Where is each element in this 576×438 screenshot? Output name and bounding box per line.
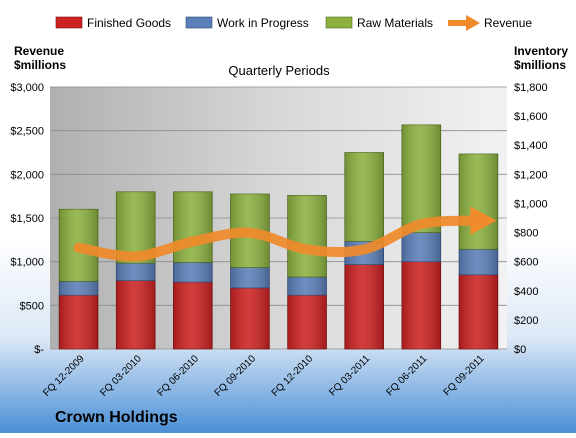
left-tick-label: $1,500	[10, 213, 44, 225]
bar-segment-shading	[344, 264, 384, 349]
bar-segment-shading	[173, 262, 213, 283]
bar-segment-shading	[116, 263, 156, 281]
right-tick-label: $1,000	[514, 198, 548, 210]
revenue-arrowhead	[470, 206, 497, 235]
left-tick-label: $-	[34, 344, 44, 356]
left-axis-label-line1: Revenue	[14, 44, 64, 58]
legend-swatch-finished-goods	[55, 16, 83, 29]
bars-layer	[58, 124, 499, 350]
legend-swatch-work-in-progress	[185, 16, 213, 29]
left-tick-label: $2,500	[10, 126, 44, 138]
bar-segment-shading	[344, 152, 384, 242]
right-tick-label: $1,400	[514, 140, 548, 152]
legend: Finished Goods Work in Progress Raw Mate…	[55, 15, 532, 31]
legend-label-work-in-progress: Work in Progress	[217, 16, 309, 30]
bar-segment-shading	[287, 276, 327, 296]
bar-segment-shading	[401, 261, 441, 349]
legend-swatch-raw-materials	[325, 16, 353, 29]
right-tick-label: $400	[514, 286, 538, 298]
bar-segment-shading	[173, 282, 213, 349]
bar-segment-shading	[459, 249, 498, 275]
bar-segment-shading	[230, 267, 270, 288]
left-tick-label: $1,000	[10, 257, 44, 269]
left-axis-label-line2: $millions	[14, 58, 66, 72]
legend-swatch-revenue-arrowhead	[466, 15, 480, 31]
bar-segment-shading	[401, 232, 441, 262]
legend-label-raw-materials: Raw Materials	[357, 16, 433, 30]
legend-label-finished-goods: Finished Goods	[87, 16, 171, 30]
right-axis-label-line1: Inventory	[514, 44, 568, 58]
left-tick-label: $2,000	[10, 169, 44, 181]
bar-segment-shading	[401, 124, 441, 233]
right-tick-label: $200	[514, 315, 538, 327]
bar-segment-shading	[59, 281, 98, 296]
right-tick-label: $1,200	[514, 169, 548, 181]
legend-label-revenue: Revenue	[484, 16, 532, 30]
bar-segment-shading	[459, 274, 498, 349]
bar-segment-shading	[173, 191, 213, 263]
chart-title: Quarterly Periods	[228, 63, 330, 78]
revenue-line	[73, 215, 484, 262]
line-layer	[73, 206, 497, 262]
right-tick-label: $1,800	[514, 82, 548, 94]
left-tick-label: $500	[20, 300, 44, 312]
bar-segment-shading	[287, 195, 327, 277]
right-tick-label: $0	[514, 344, 526, 356]
bar-segment-shading	[287, 295, 327, 349]
bar-segment-shading	[459, 153, 498, 250]
bar-segment-shading	[116, 280, 156, 349]
right-tick-label: $1,600	[514, 111, 548, 123]
bar-segment-shading	[59, 295, 98, 349]
right-tick-label: $600	[514, 257, 538, 269]
right-tick-label: $800	[514, 228, 538, 240]
right-axis-label-line2: $millions	[514, 58, 566, 72]
company-name: Crown Holdings	[55, 409, 178, 426]
bar-segment-shading	[230, 287, 270, 349]
left-tick-label: $3,000	[10, 82, 44, 94]
